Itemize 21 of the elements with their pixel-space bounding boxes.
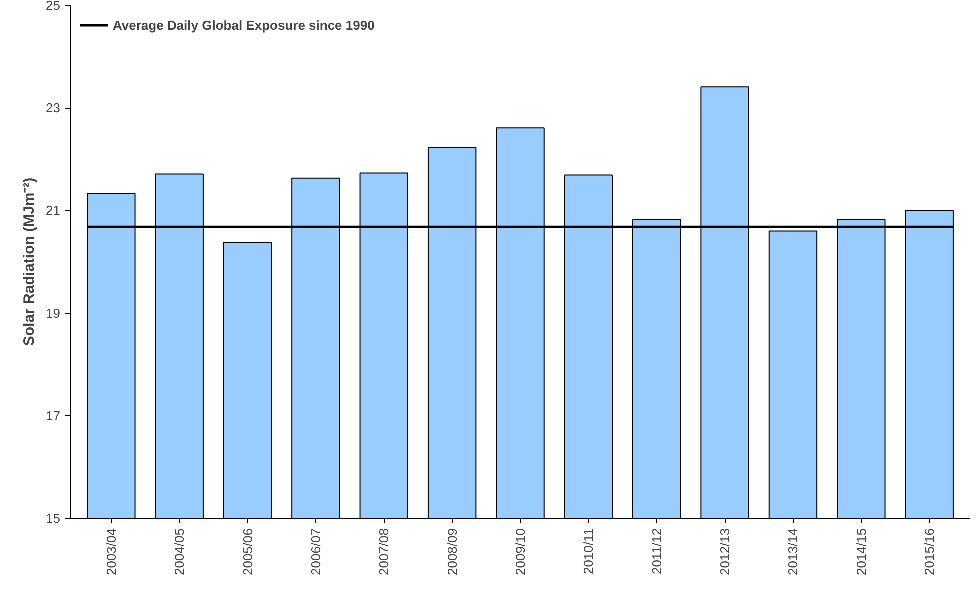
y-axis-title: Solar Radiation (MJm⁻²) bbox=[21, 178, 38, 346]
x-tick-label: 2012/13 bbox=[718, 528, 733, 576]
y-tick-label: 21 bbox=[46, 203, 61, 218]
x-tick-label: 2008/09 bbox=[444, 528, 460, 576]
y-tick-label: 23 bbox=[46, 100, 61, 116]
x-tick-label: 2004/05 bbox=[172, 528, 188, 576]
x-tick-label: 2005/06 bbox=[240, 528, 256, 576]
x-tick-label: 2010/11 bbox=[581, 528, 596, 575]
x-tick-label: 2015/16 bbox=[922, 528, 938, 576]
x-tick-label: 2006/07 bbox=[308, 528, 324, 576]
y-tick-label: 15 bbox=[46, 511, 61, 526]
x-tick-label: 2013/14 bbox=[786, 528, 801, 576]
y-tick-label: 25 bbox=[46, 0, 61, 13]
legend-label: Average Daily Global Exposure since 1990 bbox=[113, 18, 375, 32]
x-tick-label: 2009/10 bbox=[513, 528, 528, 576]
x-tick-label: 2011/12 bbox=[649, 528, 664, 575]
x-tick-label: 2014/15 bbox=[854, 528, 869, 576]
y-tick-label: 19 bbox=[46, 306, 61, 321]
x-tick-label: 2003/04 bbox=[104, 528, 119, 576]
y-tick-label: 17 bbox=[46, 408, 61, 424]
x-tick-label: 2007/08 bbox=[376, 528, 392, 576]
